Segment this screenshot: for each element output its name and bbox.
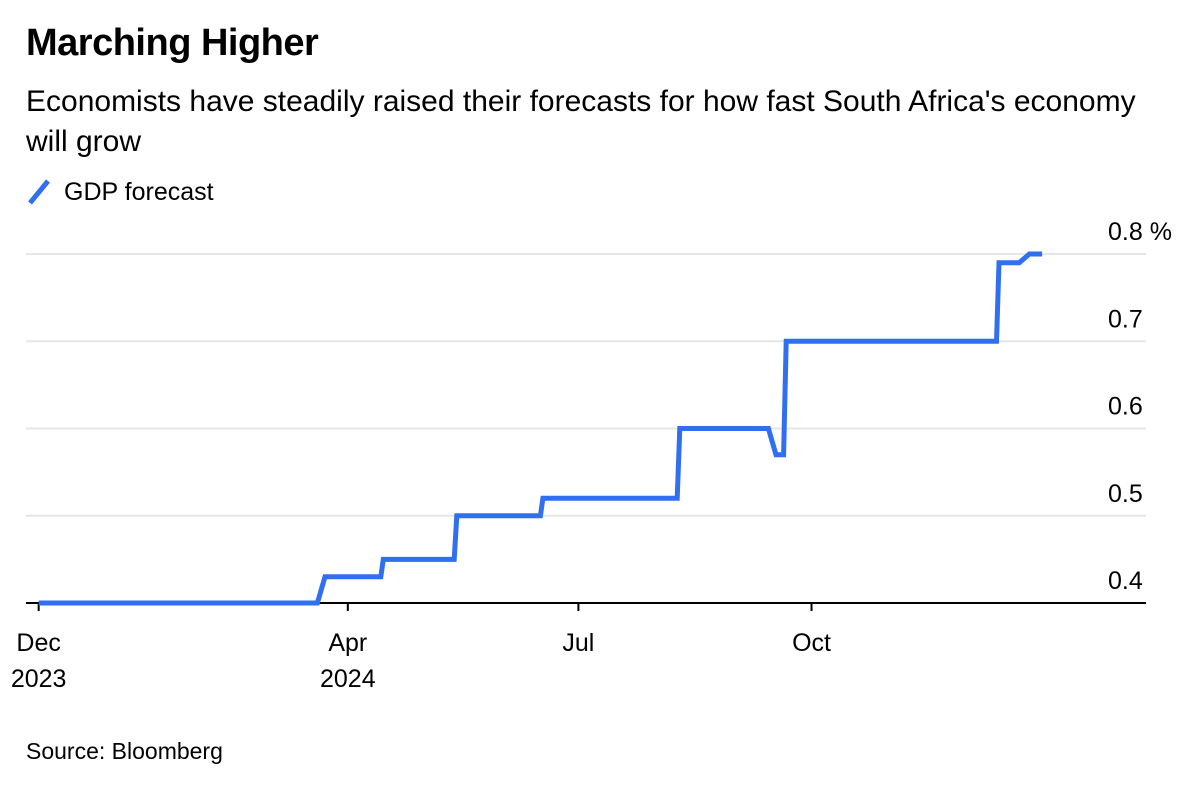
y-tick-label-4: 0.4 — [1108, 567, 1143, 595]
y-tick-label-2: 0.6 — [1108, 393, 1143, 421]
x-tick-label-0: Dec — [16, 629, 60, 657]
chart-subtitle: Economists have steadily raised their fo… — [26, 85, 1136, 158]
legend-swatch — [28, 179, 50, 205]
x-tick-label-3: Oct — [792, 629, 831, 657]
source-note: Source: Bloomberg — [26, 738, 223, 764]
x-tick-year-label-1: 2024 — [320, 665, 376, 693]
x-tick-label-1: Apr — [328, 629, 367, 657]
legend-label: GDP forecast — [64, 177, 214, 206]
x-tick-year-label-0: 2023 — [11, 665, 67, 693]
y-tick-label-1: 0.7 — [1108, 305, 1143, 333]
chart-title: Marching Higher — [26, 22, 319, 64]
legend: GDP forecast — [26, 177, 214, 207]
x-tick-label-2: Jul — [562, 629, 594, 657]
series-line-0 — [38, 251, 1043, 606]
y-tick-label-0: 0.8 % — [1108, 218, 1172, 246]
y-tick-label-3: 0.5 — [1108, 480, 1143, 508]
